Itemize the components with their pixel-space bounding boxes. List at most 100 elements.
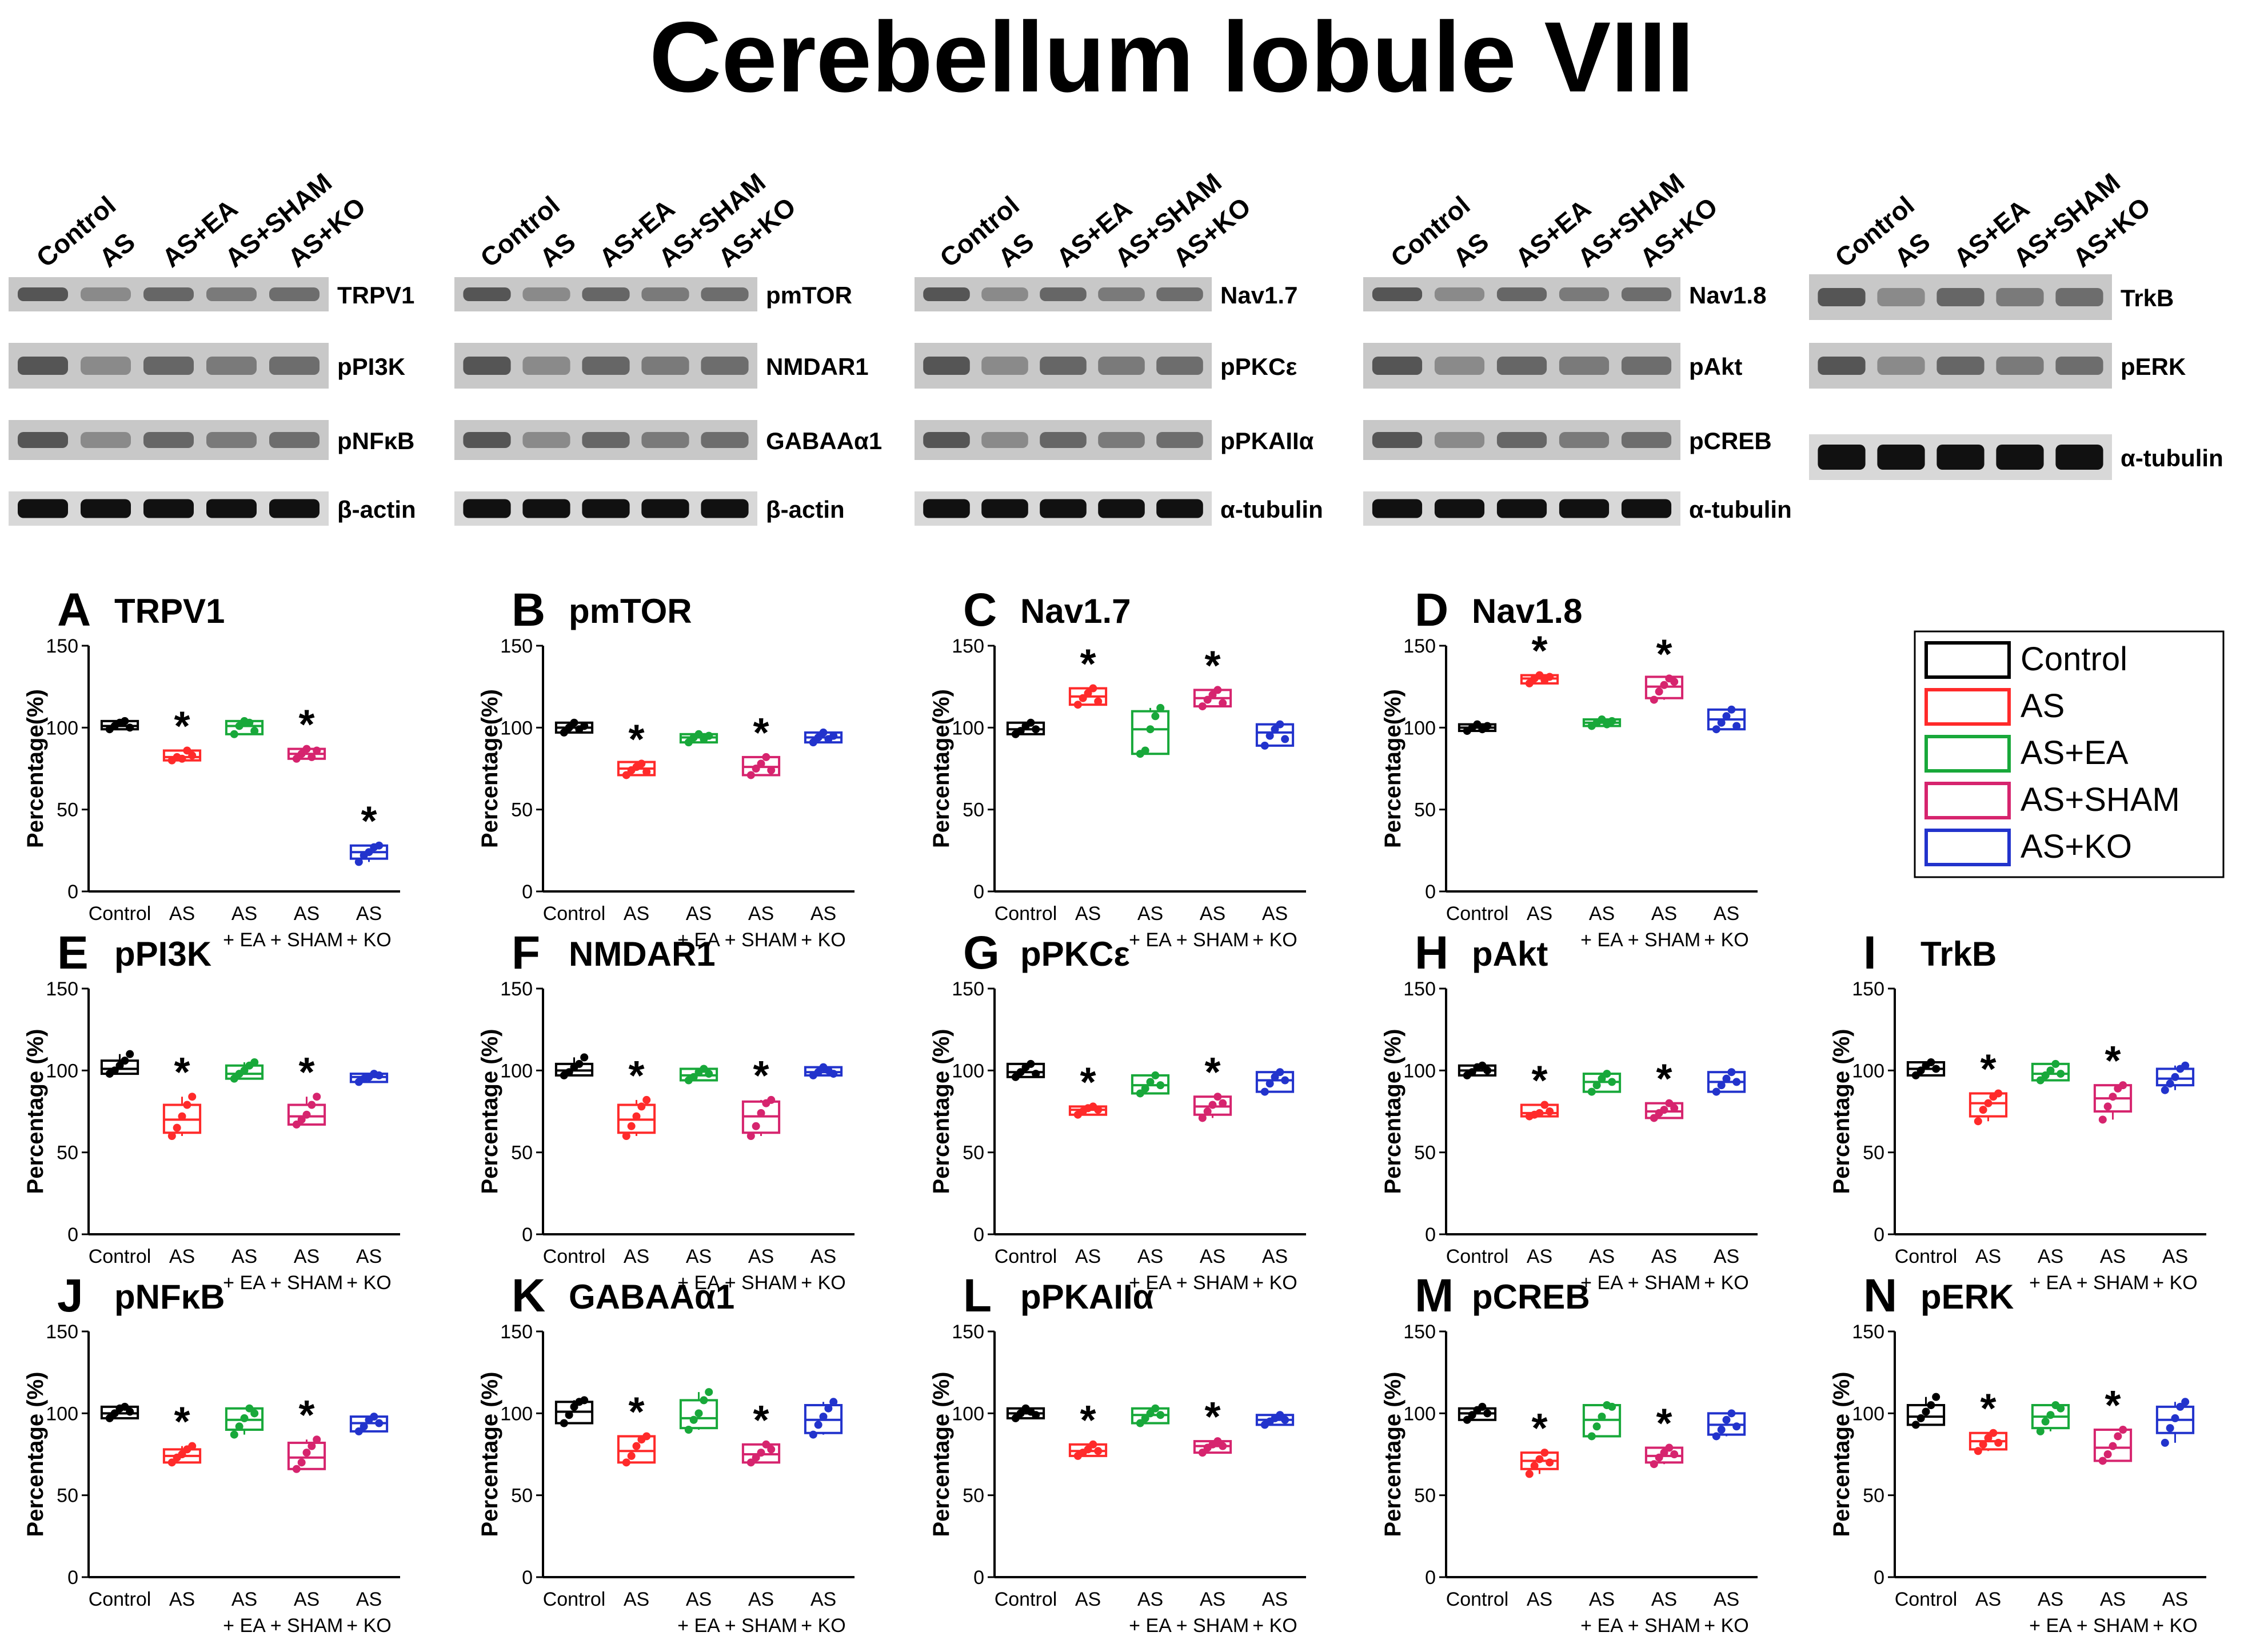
data-point (689, 1415, 698, 1424)
data-point (1546, 1458, 1554, 1467)
blot-row-label: α-tubulin (1689, 496, 1792, 523)
y-tick-label: 50 (1414, 1485, 1436, 1507)
significance-star: * (298, 702, 314, 748)
x-tick-label: AS (356, 1246, 382, 1267)
data-point (178, 1450, 186, 1458)
data-point (1146, 1409, 1155, 1418)
blot-band (1040, 287, 1087, 301)
x-tick-label: + EA (1580, 929, 1623, 951)
data-point (575, 1059, 584, 1068)
y-tick-label: 150 (1403, 635, 1436, 657)
data-point (1468, 1411, 1476, 1419)
x-tick-label: AS (1075, 903, 1101, 925)
data-point (121, 717, 129, 725)
data-point (1540, 1449, 1549, 1457)
data-point (1608, 1402, 1616, 1411)
x-tick-label: AS (2100, 1589, 2126, 1610)
data-point (2041, 1071, 2050, 1079)
y-tick-label: 150 (1403, 1321, 1436, 1343)
data-point (115, 1061, 124, 1070)
data-point (1974, 1447, 1982, 1455)
significance-star: * (1080, 1398, 1096, 1443)
data-point (1281, 1076, 1289, 1085)
y-tick-label: 50 (57, 1142, 78, 1164)
data-point (1016, 1068, 1025, 1077)
y-tick-label: 0 (1425, 1567, 1436, 1589)
data-point (1265, 731, 1274, 740)
blot-band (206, 432, 257, 448)
blot-band (641, 287, 689, 301)
panel-letter: D (1415, 584, 1448, 636)
x-tick-label: AS (1200, 903, 1225, 925)
y-tick-label: 0 (973, 881, 984, 903)
x-tick-label: AS (2038, 1246, 2063, 1267)
data-point (684, 1426, 693, 1434)
data-point (642, 1095, 651, 1104)
x-tick-label: + EA (677, 1272, 720, 1294)
data-point (354, 858, 363, 866)
x-tick-label: AS (231, 1589, 257, 1610)
blot-band (582, 499, 630, 518)
x-tick-label: + KO (801, 929, 845, 951)
data-point (1670, 1104, 1679, 1113)
x-tick-label: Control (1446, 1246, 1509, 1267)
blot-row-label: pERK (2121, 353, 2186, 380)
significance-star: * (174, 1399, 190, 1445)
blot-band (143, 499, 194, 518)
data-point (167, 1458, 176, 1467)
x-tick-label: AS (2162, 1246, 2188, 1267)
data-point (1084, 689, 1092, 698)
panel-letter: N (1863, 1270, 1897, 1322)
y-tick-label: 100 (1403, 1403, 1436, 1425)
data-point (1670, 678, 1679, 686)
data-point (1151, 712, 1160, 721)
blot-band (981, 432, 1028, 448)
data-point (2119, 1426, 2127, 1434)
blot-band (522, 499, 570, 518)
data-point (297, 750, 306, 758)
data-point (1146, 1078, 1155, 1086)
blot-band (18, 287, 68, 301)
data-point (1208, 691, 1217, 699)
blot-band (1559, 499, 1610, 518)
x-tick-label: + SHAM (2077, 1615, 2150, 1637)
x-tick-label: + EA (223, 1272, 266, 1294)
blot-row-label: TrkB (2121, 285, 2174, 311)
data-point (126, 1050, 134, 1058)
data-point (1916, 1066, 1925, 1075)
data-point (1032, 1411, 1040, 1419)
y-tick-label: 150 (500, 978, 533, 1000)
data-point (1932, 1393, 1940, 1401)
data-point (365, 848, 373, 857)
y-tick-label: 100 (1403, 717, 1436, 739)
significance-star: * (1531, 1406, 1547, 1451)
blot-band (923, 357, 970, 375)
data-point (694, 730, 703, 738)
blot-band (2055, 357, 2103, 375)
data-point (2114, 1432, 2122, 1441)
data-point (173, 1123, 181, 1132)
x-tick-label: AS (1262, 1589, 1288, 1610)
x-tick-label: AS (1975, 1246, 2001, 1267)
x-tick-label: + EA (223, 929, 266, 951)
blot-band (206, 287, 257, 301)
x-tick-label: AS (231, 1246, 257, 1267)
data-point (1660, 1449, 1668, 1457)
blot-band (1156, 432, 1203, 448)
x-tick-label: AS (1651, 1246, 1677, 1267)
y-tick-label: 50 (963, 1485, 984, 1507)
y-tick-label: 50 (1863, 1485, 1884, 1507)
blot-band (641, 357, 689, 375)
significance-star: * (1656, 1401, 1672, 1447)
x-tick-label: AS (1075, 1246, 1101, 1267)
x-tick-label: + EA (223, 1615, 266, 1637)
significance-star: * (628, 1053, 644, 1099)
data-point (622, 771, 630, 779)
y-tick-label: 150 (500, 1321, 533, 1343)
data-point (829, 1398, 838, 1406)
x-tick-label: AS (810, 1589, 836, 1610)
x-tick-label: AS (231, 903, 257, 925)
